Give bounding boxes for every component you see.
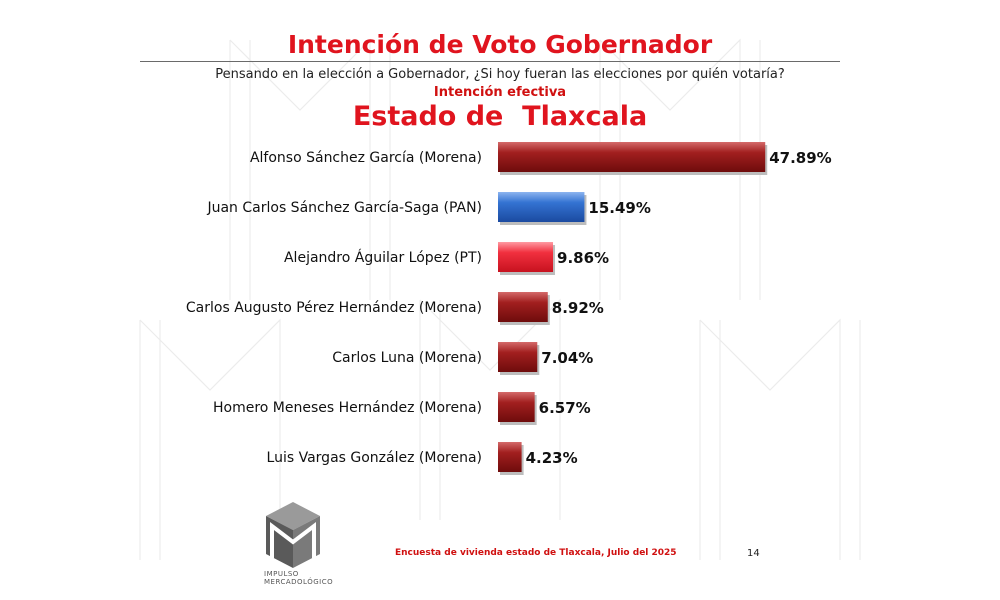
bar: [498, 292, 548, 322]
bar: [498, 242, 554, 272]
category-label: Homero Meneses Hernández (Morena): [213, 400, 482, 416]
page-number: 14: [747, 548, 760, 559]
logo-line-2: MERCADOLÓGICO: [264, 578, 334, 586]
value-label: 15.49%: [588, 199, 650, 217]
category-label: Carlos Luna (Morena): [332, 350, 482, 366]
value-label: 9.86%: [557, 249, 609, 267]
bar: [498, 442, 522, 472]
category-label: Carlos Augusto Pérez Hernández (Morena): [186, 300, 482, 316]
value-label: 4.23%: [526, 449, 578, 467]
value-label: 47.89%: [769, 149, 831, 167]
category-label: Luis Vargas González (Morena): [267, 450, 482, 466]
impulso-mercadologico-logo: [266, 502, 320, 568]
logo-line-1: IMPULSO: [264, 570, 299, 578]
state-heading: Estado de Tlaxcala: [352, 101, 648, 132]
category-label: Juan Carlos Sánchez García-Saga (PAN): [206, 200, 482, 216]
value-label: 8.92%: [552, 299, 604, 317]
category-label: Alfonso Sánchez García (Morena): [250, 150, 482, 166]
logo-caption: IMPULSO MERCADOLÓGICO: [264, 570, 333, 586]
value-label: 6.57%: [539, 399, 591, 417]
value-label: 7.04%: [541, 349, 593, 367]
bar: [498, 192, 585, 222]
chart-title: Intención de Voto Gobernador: [287, 30, 713, 59]
bar: [498, 342, 538, 372]
survey-question: Pensando en la elección a Gobernador, ¿S…: [215, 67, 785, 82]
title-divider: [140, 61, 840, 62]
chart-subtitle: Intención efectiva: [433, 85, 567, 100]
bar: [498, 392, 535, 422]
bar: [498, 142, 766, 172]
category-label: Alejandro Águilar López (PT): [284, 249, 482, 266]
footer-source: Encuesta de vivienda estado de Tlaxcala,…: [395, 548, 677, 558]
